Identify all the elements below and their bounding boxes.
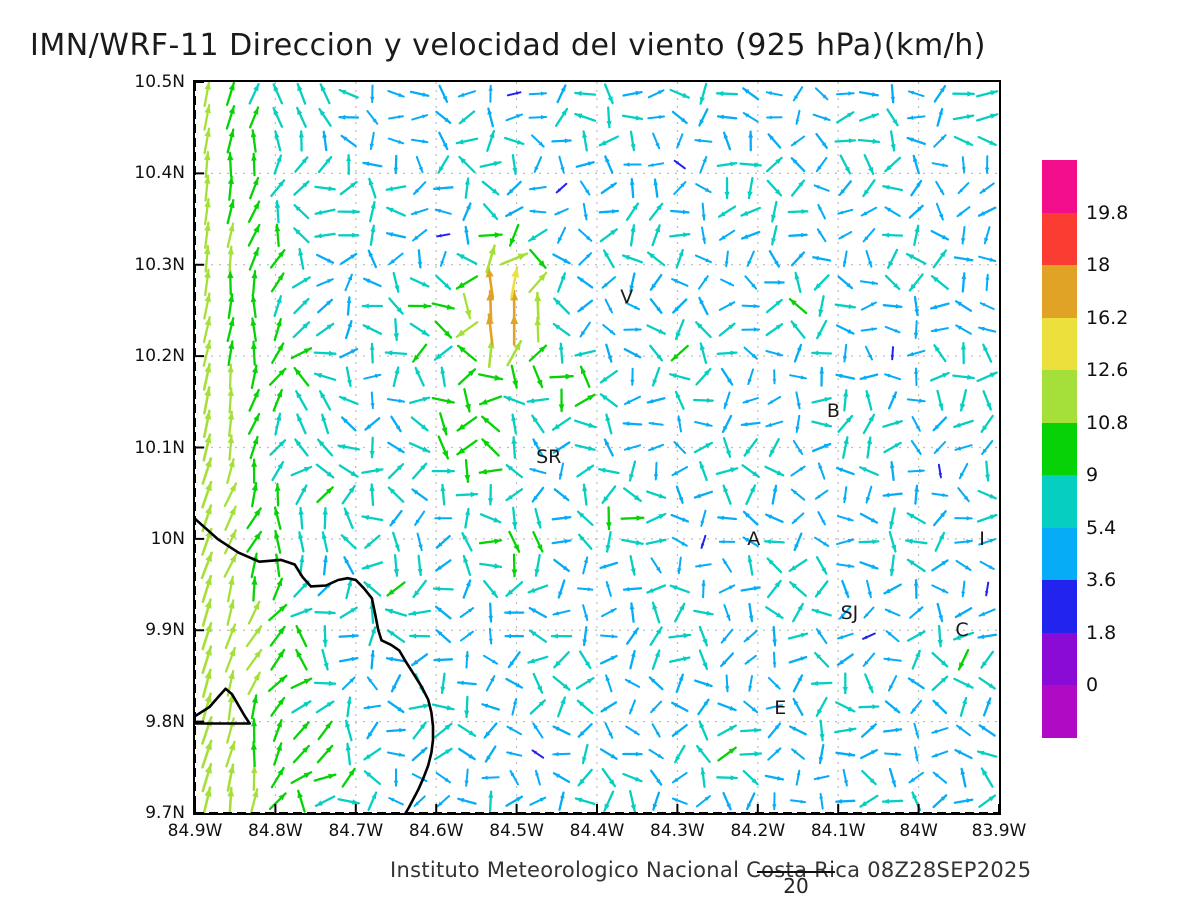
colorbar-band	[1042, 265, 1077, 318]
station-label-sj: SJ	[840, 601, 859, 624]
colorbar-band	[1042, 370, 1077, 423]
colorbar-tick-label: 16.2	[1086, 306, 1129, 329]
station-label-v: V	[620, 285, 634, 308]
map-gridlines	[195, 82, 999, 813]
station-label-b: B	[826, 399, 840, 422]
colorbar-band	[1042, 160, 1077, 213]
station-label-sr: SR	[536, 445, 562, 468]
station-label-c: C	[955, 619, 969, 642]
colorbar-tick-label: 19.8	[1086, 201, 1129, 224]
y-axis-tick-label: 10.2N	[134, 346, 185, 367]
x-axis-tick-label: 84.3W	[650, 821, 705, 841]
footer-text: Instituto Meteorologico Nacional Costa R…	[390, 858, 1032, 882]
y-axis-tick-label: 9.7N	[145, 803, 185, 823]
x-axis-tick-label: 84.2W	[730, 821, 786, 841]
x-axis-tick-label: 84.4W	[569, 821, 625, 841]
map-canvas	[195, 82, 999, 813]
colorbar-band	[1042, 632, 1077, 686]
colorbar-band	[1042, 212, 1077, 266]
station-label-a: A	[747, 527, 761, 550]
x-axis-tick-label: 83.9W	[971, 821, 1027, 841]
x-axis-tick-label: 84.1W	[810, 821, 866, 841]
x-axis-tick-label: 84.8W	[248, 821, 303, 841]
colorbar-band	[1042, 527, 1077, 581]
colorbar-tick-label: 12.6	[1086, 359, 1129, 382]
coastline	[195, 517, 435, 813]
x-axis-tick-label: 84.6W	[408, 821, 464, 841]
colorbar-band	[1042, 422, 1077, 476]
y-axis-tick-label: 10.1N	[134, 437, 185, 458]
colorbar-tick-label: 0	[1086, 674, 1099, 697]
y-axis-tick-label: 10.3N	[134, 254, 185, 275]
x-axis-tick-label: 84.9W	[167, 821, 223, 841]
x-axis-tick-label: 84.7W	[328, 821, 384, 841]
colorbar-tick-label: 9	[1086, 464, 1099, 487]
colorbar-tick-label: 18	[1086, 254, 1111, 277]
x-axis-tick-label: 84W	[899, 821, 938, 841]
page-title: IMN/WRF-11 Direccion y velocidad del vie…	[30, 28, 986, 63]
map-plot-area	[193, 80, 1001, 815]
wind-vectors	[200, 82, 999, 813]
reference-vector-label: 20	[783, 874, 809, 898]
colorbar-band	[1042, 475, 1077, 528]
y-axis-tick-label: 10.4N	[134, 163, 185, 184]
x-axis-tick-label: 84.5W	[489, 821, 544, 841]
colorbar-band	[1042, 317, 1077, 371]
y-axis-tick-label: 10.5N	[134, 72, 185, 92]
y-axis-tick-label: 10N	[150, 528, 185, 549]
colorbar	[1042, 160, 1077, 738]
colorbar-tick-label: 1.8	[1086, 621, 1117, 644]
station-label-i: I	[979, 527, 985, 550]
colorbar-tick-label: 3.6	[1086, 569, 1117, 592]
colorbar-band	[1042, 580, 1077, 633]
colorbar-band	[1042, 685, 1077, 738]
colorbar-tick-label: 10.8	[1086, 411, 1129, 434]
axis-tick-marks	[195, 82, 999, 813]
colorbar-tick-label: 5.4	[1086, 516, 1117, 539]
y-axis-tick-label: 9.9N	[145, 620, 185, 641]
reference-vector-icon	[757, 871, 835, 873]
y-axis-tick-label: 9.8N	[145, 711, 185, 732]
station-label-e: E	[774, 696, 787, 719]
